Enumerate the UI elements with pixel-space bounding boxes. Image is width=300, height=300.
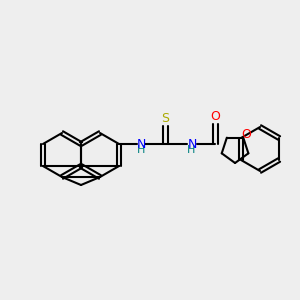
Text: H: H [137,145,145,155]
Text: O: O [241,128,251,141]
Text: N: N [188,137,197,151]
Text: H: H [187,145,195,155]
Text: O: O [210,110,220,122]
Text: S: S [161,112,169,124]
Text: N: N [136,137,146,151]
